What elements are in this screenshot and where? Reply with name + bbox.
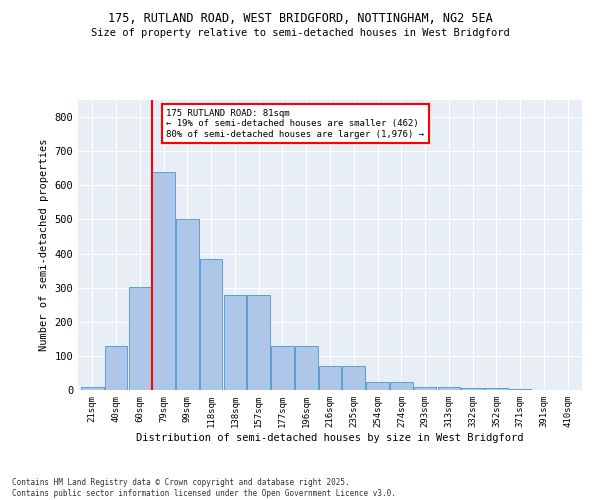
Text: Size of property relative to semi-detached houses in West Bridgford: Size of property relative to semi-detach… [91, 28, 509, 38]
Bar [461, 388, 484, 390]
Bar [319, 366, 341, 390]
X-axis label: Distribution of semi-detached houses by size in West Bridgford: Distribution of semi-detached houses by … [136, 432, 524, 442]
Bar [271, 346, 294, 390]
Bar [105, 346, 127, 390]
Bar [414, 386, 436, 390]
Bar [247, 295, 270, 390]
Bar [152, 172, 175, 390]
Bar [509, 389, 532, 390]
Text: 175 RUTLAND ROAD: 81sqm
← 19% of semi-detached houses are smaller (462)
80% of s: 175 RUTLAND ROAD: 81sqm ← 19% of semi-de… [166, 108, 424, 138]
Text: Contains HM Land Registry data © Crown copyright and database right 2025.
Contai: Contains HM Land Registry data © Crown c… [12, 478, 396, 498]
Bar [295, 346, 317, 390]
Text: 175, RUTLAND ROAD, WEST BRIDGFORD, NOTTINGHAM, NG2 5EA: 175, RUTLAND ROAD, WEST BRIDGFORD, NOTTI… [107, 12, 493, 26]
Y-axis label: Number of semi-detached properties: Number of semi-detached properties [39, 138, 49, 352]
Bar [485, 388, 508, 390]
Bar [200, 260, 223, 390]
Bar [366, 382, 389, 390]
Bar [176, 218, 199, 390]
Bar [128, 287, 151, 390]
Bar [343, 366, 365, 390]
Bar [437, 386, 460, 390]
Bar [390, 382, 413, 390]
Bar [81, 388, 104, 390]
Bar [224, 295, 246, 390]
